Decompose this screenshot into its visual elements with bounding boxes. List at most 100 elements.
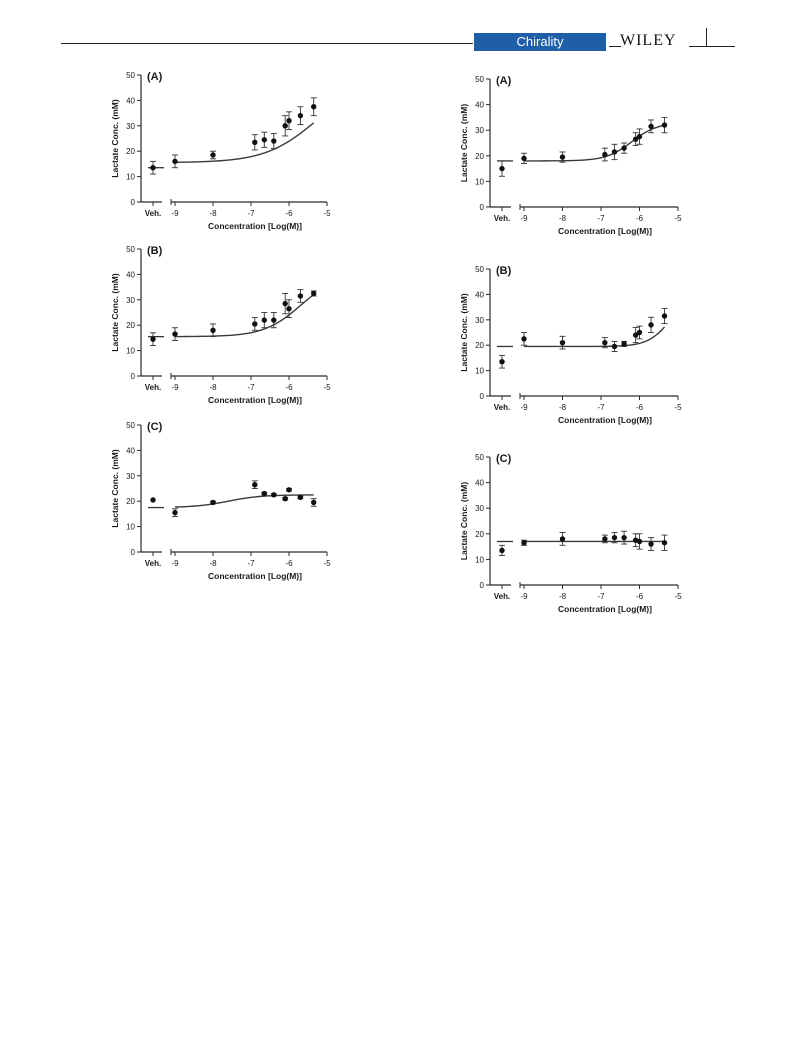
- data-point: [311, 290, 317, 297]
- header-rule: [61, 43, 473, 44]
- data-point: [252, 481, 258, 488]
- y-axis-title: Lactate Conc. (mM): [459, 482, 469, 561]
- x-tick-label: -5: [674, 214, 682, 223]
- x-tick-label: -9: [171, 559, 179, 568]
- y-tick-label: 50: [475, 453, 484, 462]
- x-tick-label: -5: [674, 592, 682, 601]
- data-point: [271, 317, 277, 323]
- chart-panel-5: 0 10 20 30 40 50 -9 -8 -7 -6 -5 Veh. Concentration […: [459, 265, 682, 425]
- x-tick-label: -7: [247, 559, 255, 568]
- data-point: [210, 152, 216, 158]
- y-tick-label: 40: [126, 270, 135, 279]
- y-tick-label: 40: [475, 101, 484, 110]
- x-tick-label: -9: [520, 403, 528, 412]
- y-tick-label: 30: [126, 472, 135, 481]
- data-point: [632, 332, 639, 338]
- vehicle-label: Veh.: [145, 383, 161, 392]
- y-tick-label: 20: [475, 530, 484, 539]
- y-tick-label: 50: [126, 421, 135, 430]
- data-point: [521, 336, 527, 342]
- vehicle-label: Veh.: [145, 559, 161, 568]
- data-point: [172, 158, 178, 165]
- y-tick-label: 10: [475, 555, 484, 564]
- panel-label: (C): [147, 421, 163, 433]
- x-tick-label: -9: [171, 209, 179, 218]
- x-tick-label: -5: [323, 383, 331, 392]
- x-tick-label: -5: [674, 403, 682, 412]
- x-tick-label: -6: [636, 592, 644, 601]
- data-point: [261, 490, 267, 497]
- x-tick-label: -8: [209, 559, 217, 568]
- data-point: [282, 495, 288, 502]
- y-tick-label: 0: [131, 372, 136, 381]
- y-axis-title: Lactate Conc. (mM): [110, 449, 120, 528]
- x-tick-label: -7: [597, 403, 605, 412]
- y-tick-label: 20: [126, 321, 135, 330]
- journal-name-tag: Chirality: [474, 33, 606, 51]
- data-point: [636, 538, 643, 545]
- data-point: [602, 339, 608, 346]
- data-point: [661, 313, 668, 319]
- x-tick-label: -8: [559, 403, 567, 412]
- x-tick-label: -6: [285, 383, 293, 392]
- fit-curve: [175, 294, 315, 338]
- chart-panel-4: 0 10 20 30 40 50 -9 -8 -7 -6 -5 Veh. Concentration […: [459, 75, 682, 236]
- x-tick-label: -8: [559, 214, 567, 223]
- y-tick-label: 50: [126, 71, 135, 80]
- data-point: [311, 104, 317, 110]
- publisher-logo: WILEY: [620, 32, 677, 49]
- data-point: [521, 155, 527, 162]
- data-point: [636, 133, 643, 140]
- data-point: [559, 339, 566, 346]
- x-tick-label: -6: [636, 214, 644, 223]
- data-point: [559, 154, 566, 160]
- chart-panel-3: 0 10 20 30 40 50 -9 -8 -7 -6 -5 Veh. Concentration […: [110, 421, 331, 581]
- x-axis-title: Concentration [Log(M)]: [208, 221, 302, 231]
- x-axis-title: Concentration [Log(M)]: [558, 226, 652, 236]
- data-point: [252, 321, 258, 327]
- y-tick-label: 30: [475, 316, 484, 325]
- vehicle-label: Veh.: [494, 214, 510, 223]
- y-tick-label: 40: [126, 96, 135, 105]
- x-tick-label: -7: [247, 209, 255, 218]
- data-point: [297, 494, 304, 501]
- publisher-rule-right: [689, 46, 735, 47]
- data-point: [297, 112, 304, 119]
- y-tick-label: 30: [475, 126, 484, 135]
- x-axis-title: Concentration [Log(M)]: [558, 415, 652, 425]
- vehicle-label: Veh.: [494, 592, 510, 601]
- y-tick-label: 0: [480, 392, 485, 401]
- y-tick-label: 50: [475, 75, 484, 84]
- vehicle-label: Veh.: [145, 209, 161, 218]
- y-tick-label: 20: [126, 147, 135, 156]
- x-tick-label: -5: [323, 559, 331, 568]
- panel-label: (A): [496, 75, 512, 87]
- chart-panel-2: 0 10 20 30 40 50 -9 -8 -7 -6 -5 Veh. Concentration […: [110, 245, 331, 405]
- data-point: [621, 341, 627, 347]
- data-point: [297, 293, 304, 299]
- x-tick-label: -7: [597, 592, 605, 601]
- y-tick-label: 10: [475, 367, 484, 376]
- y-tick-label: 40: [475, 479, 484, 488]
- data-point: [499, 165, 505, 172]
- fit-curve: [524, 326, 666, 348]
- data-point: [210, 499, 216, 506]
- vehicle-label: Veh.: [494, 403, 510, 412]
- x-axis-title: Concentration [Log(M)]: [208, 395, 302, 405]
- y-tick-label: 10: [126, 523, 135, 532]
- panel-label: (B): [147, 245, 163, 257]
- data-point: [559, 536, 566, 542]
- y-tick-label: 30: [475, 504, 484, 513]
- data-point: [611, 534, 618, 541]
- data-point: [621, 534, 627, 541]
- x-tick-label: -5: [323, 209, 331, 218]
- data-point: [261, 137, 267, 143]
- data-point: [648, 123, 654, 130]
- x-axis-title: Concentration [Log(M)]: [558, 604, 652, 614]
- y-tick-label: 0: [131, 198, 136, 207]
- data-point: [271, 138, 277, 144]
- data-point: [602, 151, 608, 158]
- x-axis-title: Concentration [Log(M)]: [208, 571, 302, 581]
- y-tick-label: 50: [475, 265, 484, 274]
